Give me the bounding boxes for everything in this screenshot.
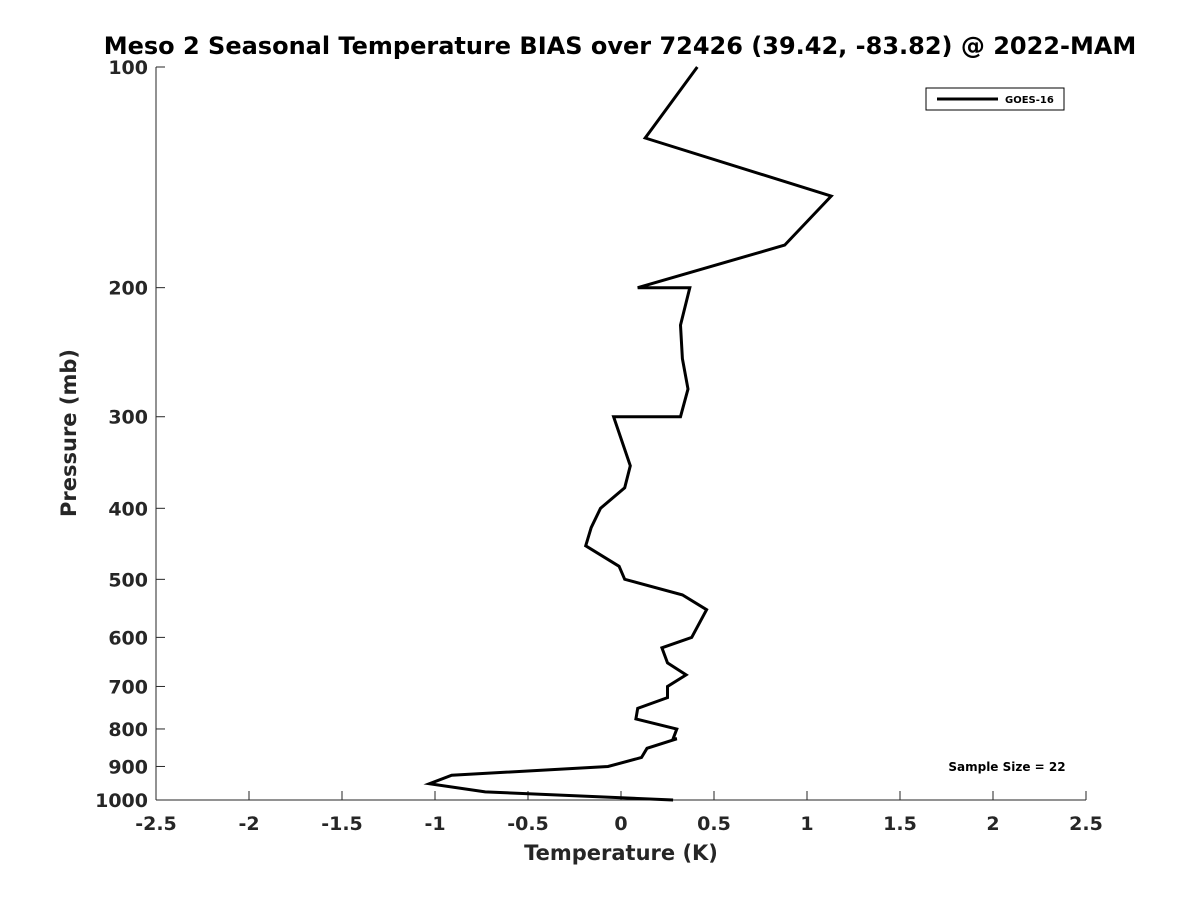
x-tick-label: -1 xyxy=(424,813,445,835)
y-tick-label: 700 xyxy=(108,676,148,698)
y-tick-label: 300 xyxy=(108,407,148,429)
x-tick-label: -1.5 xyxy=(321,813,363,835)
x-ticks: -2.5 -2 -1.5 -1 -0.5 0 0.5 1 1.5 2 2.5 xyxy=(135,791,1103,835)
y-tick-label: 1000 xyxy=(95,790,148,812)
y-ticks: 100 200 300 400 500 600 700 800 900 1000 xyxy=(95,57,165,812)
series-layer xyxy=(423,66,834,802)
x-tick-label: 1 xyxy=(800,813,813,835)
y-axis-label: Pressure (mb) xyxy=(57,349,81,517)
y-tick-label: 100 xyxy=(108,57,148,79)
x-tick-label: -0.5 xyxy=(507,813,549,835)
y-tick-label: 800 xyxy=(108,719,148,741)
y-tick-label: 200 xyxy=(108,278,148,300)
sample-size-annotation: Sample Size = 22 xyxy=(948,760,1065,774)
x-tick-label: 2.5 xyxy=(1069,813,1103,835)
legend: GOES-16 xyxy=(925,87,1065,111)
x-tick-label: 0.5 xyxy=(697,813,731,835)
x-tick-label: -2.5 xyxy=(135,813,177,835)
series-line-goes-16 xyxy=(423,66,834,802)
x-tick-label: 0 xyxy=(614,813,627,835)
x-tick-label: 1.5 xyxy=(883,813,917,835)
y-tick-label: 600 xyxy=(108,627,148,649)
x-tick-label: -2 xyxy=(238,813,259,835)
x-tick-label: 2 xyxy=(986,813,999,835)
chart-title: Meso 2 Seasonal Temperature BIAS over 72… xyxy=(104,32,1137,60)
y-tick-label: 500 xyxy=(108,569,148,591)
legend-label-goes-16: GOES-16 xyxy=(1005,95,1054,106)
y-tick-label: 400 xyxy=(108,498,148,520)
x-axis-label: Temperature (K) xyxy=(524,841,718,865)
y-tick-label: 900 xyxy=(108,756,148,778)
